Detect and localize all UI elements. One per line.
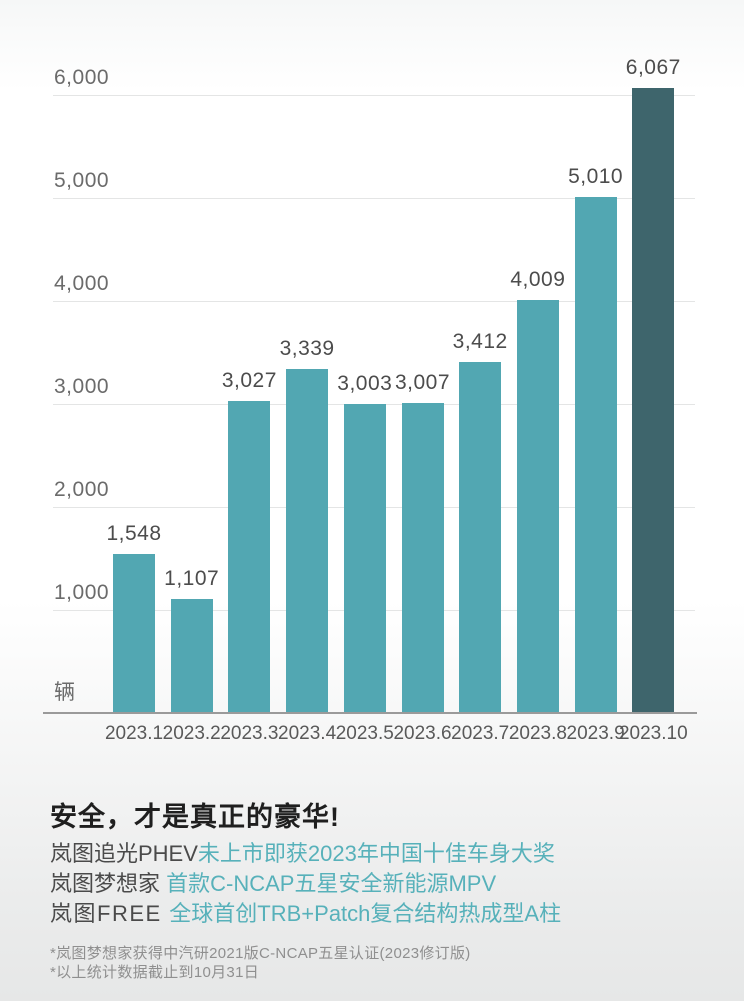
plot-area: 6,000 5,000 4,000 3,000 2,000 1,000 1,548 2023.…	[53, 56, 695, 744]
model-name-dreamer: 岚图梦想家	[50, 871, 167, 896]
sales-bar-chart: 6,000 5,000 4,000 3,000 2,000 1,000 1,548 2023.…	[43, 56, 697, 744]
bar-2023.2	[170, 598, 213, 713]
bar-2023.3	[228, 401, 271, 713]
x-tick-label-2023.1: 2023.1	[104, 723, 164, 744]
y-tick-label-6000: 6,000	[54, 66, 110, 89]
bar-value-2023.6: 3,007	[394, 371, 451, 395]
caption-line-free: 岚图FREE 全球首创TRB+Patch复合结构热成型A柱	[50, 899, 561, 929]
bar-value-2023.4: 3,339	[279, 337, 335, 361]
bar-2023.7	[459, 361, 502, 713]
award-text-dreamer: 首款C-NCAP五星安全新能源MPV	[166, 871, 497, 896]
bar-value-2023.3: 3,027	[221, 369, 277, 393]
x-tick-label-2023.6: 2023.6	[393, 723, 452, 744]
y-axis-unit-label: 辆	[54, 681, 75, 704]
bar-value-2023.8: 4,009	[510, 268, 566, 292]
bar-2023.6	[401, 403, 444, 713]
bar-2023.10	[632, 88, 675, 713]
y-gridline-4000	[53, 301, 695, 302]
footnote-cncap: *岚图梦想家获得中汽研2021版C-NCAP五星认证(2023修订版)	[50, 945, 471, 962]
x-tick-label-2023.2: 2023.2	[162, 723, 221, 744]
x-tick-label-2023.3: 2023.3	[220, 723, 279, 744]
y-tick-label-1000: 1,000	[54, 581, 110, 604]
bar-value-2023.10: 6,067	[625, 56, 681, 80]
y-tick-label-3000: 3,000	[54, 375, 110, 398]
bar-2023.8	[516, 300, 559, 713]
bar-2023.9	[574, 196, 617, 713]
caption-line-dreamer: 岚图梦想家 首款C-NCAP五星安全新能源MPV	[50, 869, 561, 899]
y-tick-label-4000: 4,000	[54, 272, 110, 295]
x-tick-label-2023.9: 2023.9	[566, 723, 625, 744]
model-name-free: 岚图FREE	[50, 901, 170, 926]
bar-value-2023.7: 3,412	[452, 329, 508, 353]
caption-lines: 岚图追光PHEV未上市即获2023年中国十佳车身大奖 岚图梦想家 首款C-NCA…	[50, 839, 561, 929]
bar-value-2023.2: 1,107	[164, 566, 220, 590]
bar-value-2023.1: 1,548	[106, 521, 162, 545]
x-tick-label-2023.7: 2023.7	[451, 723, 510, 744]
y-tick-label-5000: 5,000	[54, 169, 110, 192]
x-axis-line	[43, 712, 697, 714]
bar-2023.4	[286, 369, 329, 713]
y-gridline-6000	[53, 95, 695, 96]
x-tick-label-2023.10: 2023.10	[618, 723, 688, 744]
footnote-data-cutoff: *以上统计数据截止到10月31日	[50, 964, 260, 981]
footnotes: *岚图梦想家获得中汽研2021版C-NCAP五星认证(2023修订版) *以上统…	[50, 944, 471, 982]
caption-heading: 安全，才是真正的豪华!	[50, 802, 340, 832]
y-tick-label-2000: 2,000	[54, 478, 110, 501]
bar-value-2023.9: 5,010	[568, 164, 624, 188]
bar-2023.5	[343, 403, 386, 713]
model-name-zhuiguang-phev: 岚图追光PHEV	[50, 841, 198, 866]
bar-2023.1	[113, 553, 155, 713]
award-text-zhuiguang: 未上市即获2023年中国十佳车身大奖	[197, 841, 555, 866]
y-gridline-5000	[53, 198, 695, 199]
award-text-free: 全球首创TRB+Patch复合结构热成型A柱	[169, 901, 562, 926]
caption-line-zhuiguang: 岚图追光PHEV未上市即获2023年中国十佳车身大奖	[50, 839, 561, 869]
x-tick-label-2023.4: 2023.4	[278, 723, 337, 744]
bar-value-2023.5: 3,003	[337, 371, 393, 395]
x-tick-label-2023.8: 2023.8	[508, 723, 567, 744]
x-tick-label-2023.5: 2023.5	[335, 723, 394, 744]
